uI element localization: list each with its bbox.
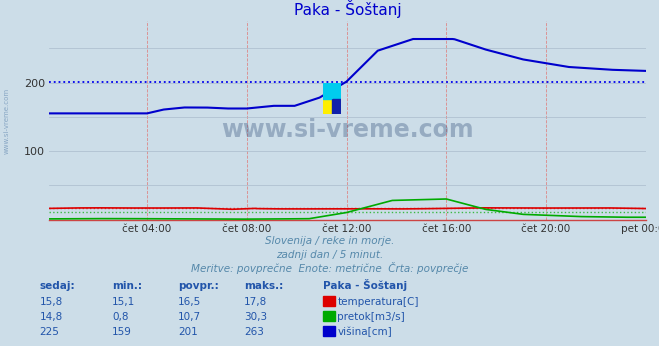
Title: Paka - Šoštanj: Paka - Šoštanj <box>294 0 401 18</box>
Bar <box>332 99 341 114</box>
Text: 263: 263 <box>244 327 264 337</box>
Text: 0,8: 0,8 <box>112 312 129 322</box>
Text: Paka - Šoštanj: Paka - Šoštanj <box>323 279 407 291</box>
Polygon shape <box>323 83 332 99</box>
Text: 201: 201 <box>178 327 198 337</box>
Text: min.:: min.: <box>112 281 142 291</box>
Text: zadnji dan / 5 minut.: zadnji dan / 5 minut. <box>276 250 383 260</box>
Text: 17,8: 17,8 <box>244 297 267 307</box>
Text: www.si-vreme.com: www.si-vreme.com <box>3 88 9 154</box>
Text: 15,8: 15,8 <box>40 297 63 307</box>
Bar <box>332 83 341 99</box>
Text: www.si-vreme.com: www.si-vreme.com <box>221 118 474 142</box>
Text: 14,8: 14,8 <box>40 312 63 322</box>
Bar <box>323 83 332 99</box>
Text: 10,7: 10,7 <box>178 312 201 322</box>
Bar <box>323 99 332 114</box>
Text: povpr.:: povpr.: <box>178 281 219 291</box>
Text: temperatura[C]: temperatura[C] <box>337 297 419 307</box>
Text: 225: 225 <box>40 327 59 337</box>
Text: 159: 159 <box>112 327 132 337</box>
Text: sedaj:: sedaj: <box>40 281 75 291</box>
Text: 15,1: 15,1 <box>112 297 135 307</box>
Text: pretok[m3/s]: pretok[m3/s] <box>337 312 405 322</box>
Text: Slovenija / reke in morje.: Slovenija / reke in morje. <box>265 236 394 246</box>
Text: Meritve: povprečne  Enote: metrične  Črta: povprečje: Meritve: povprečne Enote: metrične Črta:… <box>191 262 468 274</box>
Text: maks.:: maks.: <box>244 281 283 291</box>
Text: višina[cm]: višina[cm] <box>337 327 392 337</box>
Text: 16,5: 16,5 <box>178 297 201 307</box>
Text: 30,3: 30,3 <box>244 312 267 322</box>
